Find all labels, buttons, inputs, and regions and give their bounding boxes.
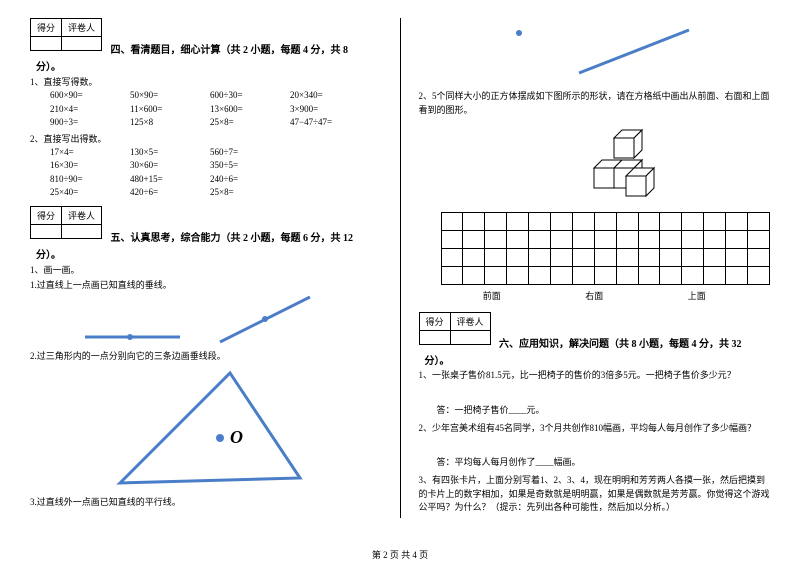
score-label: 得分 xyxy=(31,19,62,37)
column-divider xyxy=(400,18,401,518)
q3: 3、有四张卡片，上面分别写着1、2、3、4，现在明明和芳芳两人各摸一张，然后把摸… xyxy=(419,474,771,515)
q1: 1、一张桌子售价81.5元，比一把椅子的售价的3倍多5元。一把椅子售价多少元？ xyxy=(419,369,771,383)
score-box-4: 得分 评卷人 xyxy=(30,18,102,51)
section-6-title-cont: 分）。 xyxy=(425,352,450,367)
calc-row-7: 25×40=420÷6=25×8= xyxy=(50,186,382,200)
section-4-title: 四、看清题目，细心计算（共 2 小题，每题 4 分，共 8 xyxy=(111,41,349,56)
s5-sub1: 1、画一画。 xyxy=(30,263,382,276)
parallel-svg xyxy=(449,18,749,88)
cubes-svg xyxy=(579,123,679,203)
s5-item2: 2.过三角形内的一点分别向它的三条边画垂线段。 xyxy=(30,349,382,362)
triangle-svg: O xyxy=(80,363,340,493)
a1: 答：一把椅子售价____元。 xyxy=(437,403,771,416)
perpendicular-svg xyxy=(30,292,330,347)
grader-label: 评卷人 xyxy=(62,19,102,37)
section-5-title: 五、认真思考，综合能力（共 2 小题，每题 6 分，共 12 xyxy=(111,229,354,244)
calc-row-3: 900÷3=125×825×8=47−47÷47= xyxy=(50,116,382,130)
section-6-title: 六、应用知识，解决问题（共 8 小题，每题 4 分，共 32 xyxy=(499,335,742,350)
s5-item1: 1.过直线上一点画已知直线的垂线。 xyxy=(30,278,382,291)
calc-row-2: 210×4=11×600=13×600=3×900= xyxy=(50,103,382,117)
calc-row-1: 600×90=50×90=600÷30=20×340= xyxy=(50,89,382,103)
sub-1: 1、直接写得数。 xyxy=(30,75,382,88)
calc-row-5: 16×30=30×60=350÷5= xyxy=(50,159,382,173)
view-front: 前面 xyxy=(483,289,501,302)
q2: 2、少年宫美术组有45名同学，3个月共创作810幅画，平均每人每月创作了多少幅画… xyxy=(419,422,771,436)
section-6-header: 得分 评卷人 六、应用知识，解决问题（共 8 小题，每题 4 分，共 32 xyxy=(419,312,771,350)
section-4-title-cont: 分）。 xyxy=(36,58,61,73)
sub-2: 2、直接写出得数。 xyxy=(30,132,382,145)
svg-text:O: O xyxy=(230,427,243,447)
section-5-header: 得分 评卷人 五、认真思考，综合能力（共 2 小题，每题 6 分，共 12 xyxy=(30,206,382,244)
answer-grid xyxy=(441,212,771,285)
a2: 答：平均每人每月创作了____幅画。 xyxy=(437,455,771,468)
section-5-title-cont: 分）。 xyxy=(36,246,61,261)
view-top: 上面 xyxy=(688,289,706,302)
view-labels: 前面 右面 上面 xyxy=(441,289,749,302)
s5-item3: 3.过直线外一点画已知直线的平行线。 xyxy=(30,495,382,508)
cubes-question: 2、5个同样大小的正方体摆成如下图所示的形状，请在方格纸中画出从前面、右面和上面… xyxy=(419,90,771,117)
score-box-5: 得分 评卷人 xyxy=(30,206,102,239)
section-4-header: 得分 评卷人 四、看清题目，细心计算（共 2 小题，每题 4 分，共 8 xyxy=(30,18,382,56)
page-number: 第 2 页 共 4 页 xyxy=(0,548,800,561)
calc-row-6: 810÷90=480+15=240÷6= xyxy=(50,173,382,187)
calc-row-4: 17×4=130×5=560÷7= xyxy=(50,146,382,160)
score-box-6: 得分 评卷人 xyxy=(419,312,491,345)
view-right: 右面 xyxy=(585,289,603,302)
